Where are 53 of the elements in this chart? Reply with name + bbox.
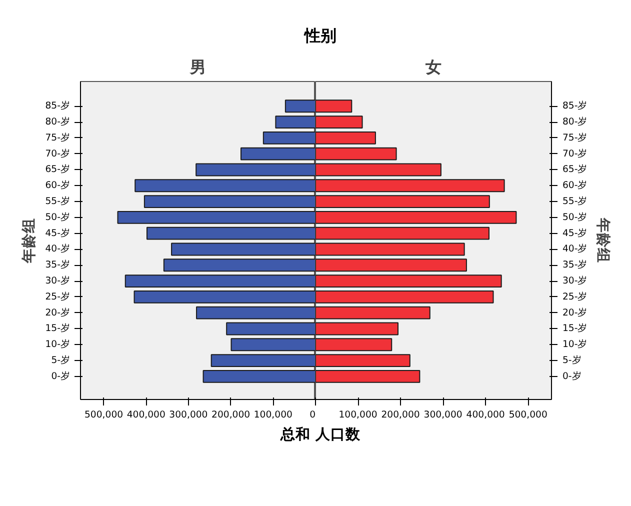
x-tick-label: 300,000 (169, 410, 208, 420)
x-tick-label: 200,000 (381, 410, 420, 420)
y-axis-title: 年龄组 (594, 217, 612, 263)
y-tick-label: 45-岁 (45, 228, 70, 239)
y-tick-label: 5-岁 (562, 355, 581, 366)
y-tick-label: 0-岁 (562, 370, 581, 382)
x-tick-label: 400,000 (466, 410, 505, 420)
x-tick-label: 100,000 (254, 410, 293, 420)
x-tick-label: 500,000 (84, 410, 124, 420)
y-tick-label: 55-岁 (562, 196, 587, 208)
y-tick-label: 85-岁 (562, 100, 587, 112)
y-tick-label: 70-岁 (562, 148, 587, 160)
x-tick-label: 0 (310, 410, 316, 420)
y-tick-label: 20-岁 (562, 307, 587, 318)
y-tick-label: 30-岁 (45, 276, 70, 287)
chart-title: 性别 (304, 25, 336, 47)
y-tick-label: 15-岁 (562, 323, 587, 334)
y-tick-label: 15-岁 (45, 323, 70, 334)
y-tick-label: 70-岁 (45, 148, 70, 160)
x-tick-label: 300,000 (424, 410, 462, 420)
y-tick-label: 20-岁 (45, 307, 70, 318)
y-tick-label: 50-岁 (45, 212, 70, 223)
y-tick-label: 80-岁 (45, 116, 70, 128)
y-tick-label: 10-岁 (562, 339, 587, 350)
y-tick-label: 35-岁 (562, 260, 587, 271)
y-axis-title: 年龄组 (20, 218, 38, 264)
y-tick-label: 35-岁 (45, 260, 70, 271)
y-tick-label: 25-岁 (562, 291, 587, 302)
y-tick-label: 30-岁 (562, 276, 587, 287)
y-tick-label: 65-岁 (562, 164, 587, 176)
y-tick-label: 65-岁 (45, 164, 70, 176)
y-tick-label: 55-岁 (45, 196, 70, 208)
y-tick-label: 60-岁 (45, 180, 70, 192)
chart-subtitle: 女 (424, 58, 442, 76)
chart-subtitle: 男 (189, 58, 206, 76)
x-tick-label: 200,000 (212, 410, 250, 420)
y-tick-label: 75-岁 (562, 132, 587, 144)
x-tick-label: 500,000 (508, 410, 548, 420)
y-tick-label: 85-岁 (45, 100, 70, 112)
y-tick-label: 5-岁 (51, 355, 70, 366)
y-tick-label: 75-岁 (45, 132, 70, 144)
x-tick-label: 400,000 (126, 410, 166, 420)
y-tick-label: 45-岁 (562, 228, 587, 239)
y-tick-label: 40-岁 (562, 244, 587, 255)
y-tick-label: 10-岁 (45, 339, 70, 350)
x-axis-title: 总和 人口数 (280, 425, 361, 445)
x-tick-label: 100,000 (338, 410, 378, 420)
y-tick-label: 0-岁 (51, 370, 70, 382)
y-tick-label: 80-岁 (562, 116, 587, 128)
y-tick-label: 50-岁 (562, 212, 587, 223)
y-tick-label: 60-岁 (562, 180, 587, 192)
y-tick-label: 25-岁 (45, 291, 70, 302)
y-tick-label: 40-岁 (45, 244, 70, 255)
